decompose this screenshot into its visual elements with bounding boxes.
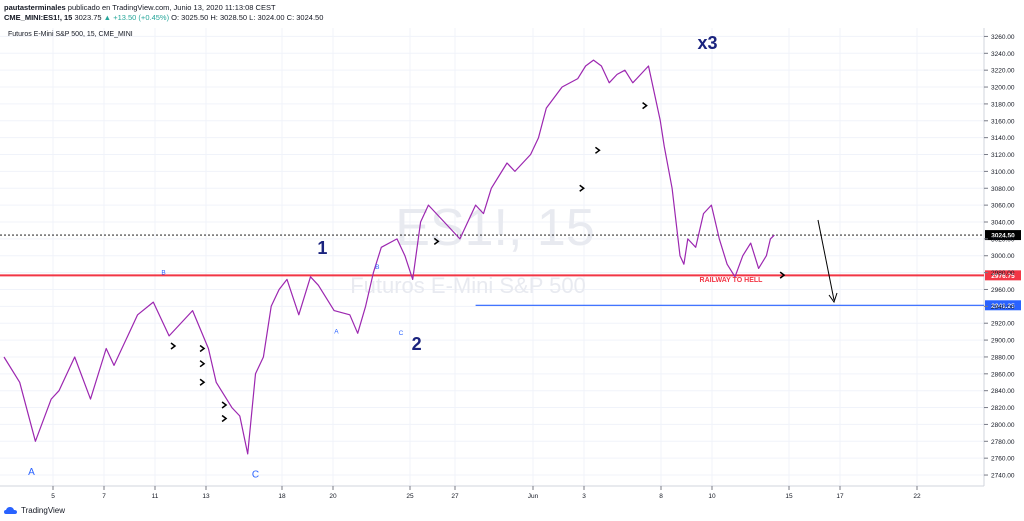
subwave-label: A (334, 328, 339, 335)
horizontal-lines: 2976.75 2941.25 3024.50 (0, 230, 1021, 311)
price-level-label: 3024.50 (991, 233, 1015, 240)
y-tick-label: 2960.00 (991, 287, 1015, 294)
tradingview-brand: TradingView (21, 506, 66, 515)
chevron-right-icon (221, 414, 228, 423)
y-tick-label: 2840.00 (991, 388, 1015, 395)
x-tick-label: 11 (152, 493, 159, 500)
y-tick-label: 2740.00 (991, 473, 1015, 480)
last-price: 3023.75 (74, 13, 102, 22)
x-tick-label: 5 (51, 493, 55, 500)
subwave-label: A (28, 467, 35, 478)
y-tick-label: 2800.00 (991, 422, 1015, 429)
y-tick-label: 3200.00 (991, 85, 1015, 92)
tradingview-logo-icon (4, 507, 17, 514)
target-arrow (817, 219, 835, 301)
x-tick-label: 7 (102, 493, 106, 500)
publisher-line: pautasterminales publicado en TradingVie… (4, 3, 276, 12)
wave-label: 1 (317, 238, 327, 258)
publisher-info: publicado en TradingView.com, Junio 13, … (65, 3, 276, 12)
y-tick-label: 2940.00 (991, 304, 1015, 311)
y-tick-label: 2900.00 (991, 338, 1015, 345)
subwave-label: C (399, 330, 404, 337)
price-level-label: 2941.25 (991, 303, 1015, 310)
y-tick-label: 2920.00 (991, 321, 1015, 328)
symbol-line: CME_MINI:ES1!, 15 3023.75 ▲ +13.50 (+0.4… (4, 13, 323, 22)
y-tick-label: 3060.00 (991, 203, 1015, 210)
railway-annotation: RAILWAY TO HELL (700, 277, 764, 284)
x-tick-label: 17 (836, 493, 844, 500)
x-tick-label: 10 (708, 493, 716, 500)
x-tick-label: 8 (659, 493, 663, 500)
y-tick-label: 3100.00 (991, 169, 1015, 176)
x-tick-label: Jun (528, 493, 539, 500)
chevron-right-icon (199, 344, 206, 353)
chevron-right-icon (221, 401, 228, 409)
price-series (3, 59, 775, 455)
price-change: +13.50 (+0.45%) (113, 13, 170, 22)
chart-annotations: 1 2 x3 A B C A B C (28, 33, 786, 481)
watermark-symbol: ES1!, 15 (395, 199, 594, 257)
y-tick-label: 3120.00 (991, 152, 1015, 159)
watermark-name: Futuros E-Mini S&P 500 (350, 273, 586, 298)
up-arrow-icon: ▲ (103, 13, 112, 22)
x-axis: 5 7 11 13 18 20 25 27 Jun 3 8 10 15 17 22 (51, 486, 921, 500)
price-line (3, 59, 775, 455)
target-arrow-head (828, 292, 838, 304)
y-tick-label: 3220.00 (991, 68, 1015, 75)
y-tick-label: 3160.00 (991, 118, 1015, 125)
y-tick-label: 3080.00 (991, 186, 1015, 193)
y-tick-label: 3000.00 (991, 253, 1015, 260)
chevron-right-icon (642, 101, 648, 110)
y-tick-label: 2780.00 (991, 439, 1015, 446)
chevron-right-icon (170, 342, 177, 350)
subwave-label: B (375, 264, 379, 271)
chevron-right-icon (579, 184, 585, 192)
chart-grid (0, 28, 984, 486)
x-tick-label: 13 (202, 493, 210, 500)
wave-label: 2 (412, 334, 422, 354)
subwave-label: C (252, 470, 259, 481)
publisher-user[interactable]: pautasterminales (4, 3, 66, 12)
y-tick-label: 3240.00 (991, 51, 1015, 58)
chevron-right-icon (594, 146, 601, 154)
y-tick-label: 2760.00 (991, 456, 1015, 463)
tradingview-footer[interactable]: TradingView (4, 506, 65, 515)
price-level-tag (985, 270, 1021, 281)
price-level-tag (985, 300, 1021, 311)
chevron-right-icon (199, 378, 206, 386)
price-level-tag (985, 230, 1021, 241)
y-tick-label: 2880.00 (991, 354, 1015, 361)
y-tick-label: 3040.00 (991, 219, 1015, 226)
x-tick-label: 27 (451, 493, 459, 500)
y-tick-label: 3020.00 (991, 236, 1015, 243)
x-tick-label: 20 (329, 493, 337, 500)
chart-title: Futuros E-Mini S&P 500, 15, CME_MINI (8, 31, 133, 38)
y-tick-label: 2860.00 (991, 371, 1015, 378)
chevron-right-icon (199, 360, 206, 368)
chevron-right-icon (779, 271, 786, 279)
price-level-label: 2976.75 (991, 273, 1015, 280)
wave-label: x3 (697, 33, 717, 53)
y-tick-label: 3140.00 (991, 135, 1015, 142)
y-tick-label: 3180.00 (991, 101, 1015, 108)
x-tick-label: 3 (582, 493, 586, 500)
x-tick-label: 22 (913, 493, 921, 500)
x-tick-label: 15 (785, 493, 793, 500)
y-tick-label: 2980.00 (991, 270, 1015, 277)
y-tick-label: 3260.00 (991, 34, 1015, 41)
symbol-label: CME_MINI:ES1!, 15 (4, 13, 73, 22)
x-tick-label: 25 (406, 493, 414, 500)
subwave-label: B (161, 269, 165, 276)
x-tick-label: 18 (278, 493, 286, 500)
ohlc-values: O: 3025.50 H: 3028.50 L: 3024.00 C: 3024… (171, 13, 324, 22)
y-tick-label: 2820.00 (991, 405, 1015, 412)
chevron-right-icon (433, 237, 440, 245)
y-axis: 2740.00 2760.00 2780.00 2800.00 2820.00 2840.… (984, 34, 1015, 480)
